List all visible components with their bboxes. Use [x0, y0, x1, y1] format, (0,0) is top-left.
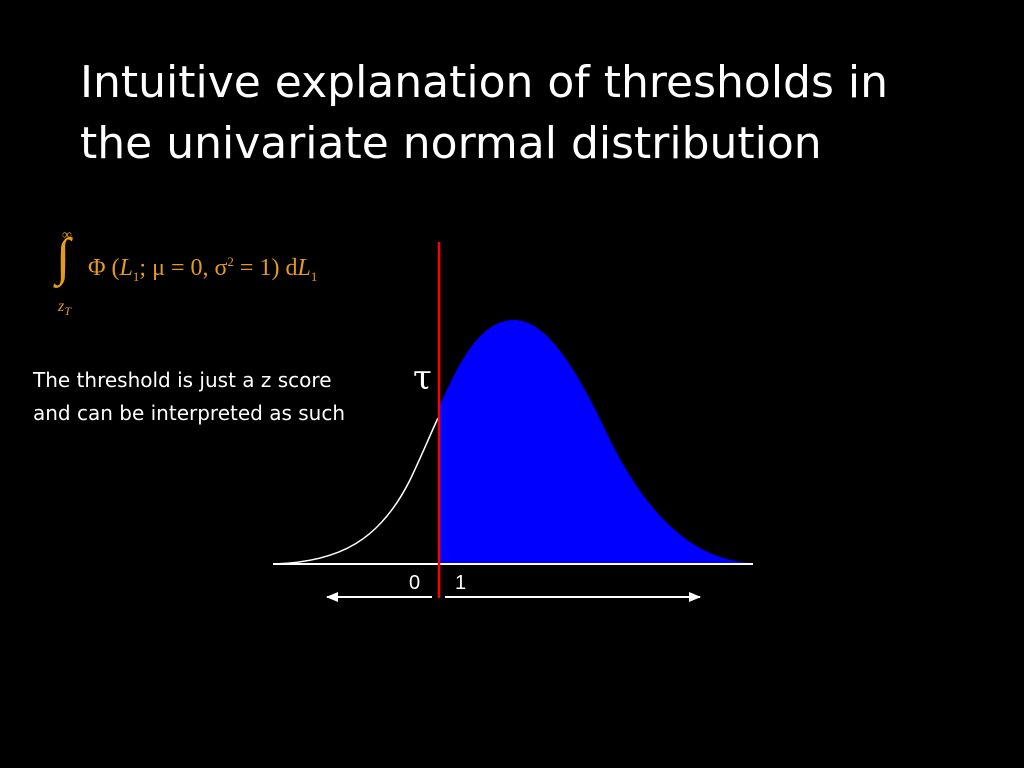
note-line-2: and can be interpreted as such — [33, 401, 346, 425]
lower-limit-z: z — [58, 298, 65, 315]
sigma-power: 2 — [227, 254, 234, 269]
integrand-params: ; μ = 0, σ — [139, 255, 228, 281]
title-line-1: Intuitive explanation of thresholds in — [80, 57, 889, 108]
threshold-note: The threshold is just a z score and can … — [33, 364, 413, 430]
integrand-variable: L — [119, 255, 133, 281]
title-line-2: the univariate normal distribution — [80, 118, 822, 169]
slide-title: Intuitive explanation of thresholds in t… — [80, 52, 980, 174]
integrand-tail: = 1) d — [233, 255, 298, 281]
integral-lower-limit: zT — [58, 298, 71, 319]
integrand: Φ (L1; μ = 0, σ2 = 1) dL1 — [88, 254, 318, 284]
lower-limit-sub: T — [64, 304, 71, 319]
left-tail-curve — [273, 417, 439, 565]
tick-label-1: 1 — [455, 572, 467, 594]
tau-symbol: τ — [413, 358, 432, 398]
integral-formula: ∞ ∫ zT Φ (L1; μ = 0, σ2 = 1) dL1 — [52, 226, 392, 326]
integrand-variable-sub: 1 — [132, 268, 140, 284]
differential-sub: 1 — [310, 268, 318, 284]
tick-label-0: 0 — [409, 572, 421, 594]
integrand-func: Φ — [88, 255, 106, 281]
integral-upper-limit: ∞ — [62, 228, 72, 243]
shaded-area — [439, 319, 752, 564]
differential-variable: L — [297, 255, 311, 281]
integral-sign: ∫ — [56, 229, 71, 286]
note-line-1: The threshold is just a z score — [33, 368, 332, 392]
